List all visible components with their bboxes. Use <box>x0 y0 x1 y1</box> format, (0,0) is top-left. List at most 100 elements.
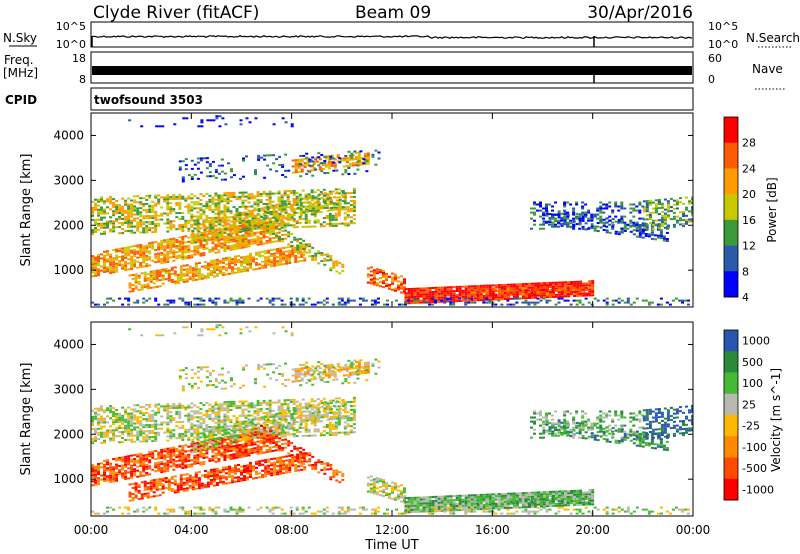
power-cell <box>572 227 576 230</box>
power-cell <box>146 279 150 282</box>
power-cell <box>672 211 676 214</box>
velocity-cell <box>124 428 128 431</box>
power-cell <box>313 221 317 224</box>
velocity-cell <box>247 406 251 409</box>
power-cell <box>292 214 296 217</box>
power-cell <box>232 240 236 243</box>
velocity-cell <box>94 473 97 476</box>
power-cell <box>256 203 260 206</box>
power-cell <box>277 198 281 201</box>
power-cell <box>145 246 149 249</box>
power-cell <box>290 245 294 248</box>
power-cell <box>276 250 280 253</box>
power-cell <box>521 289 525 292</box>
power-cell <box>154 261 158 264</box>
power-cell <box>112 224 116 227</box>
power-cell <box>540 284 543 287</box>
velocity-cell <box>244 408 248 411</box>
power-cell <box>179 275 183 278</box>
power-cell <box>214 212 218 215</box>
power-cell <box>136 266 140 269</box>
power-cell <box>231 262 234 265</box>
power-cell <box>103 262 106 265</box>
power-cell <box>642 208 646 211</box>
power-cell <box>242 217 246 220</box>
power-cell <box>497 288 501 291</box>
power-cell <box>352 202 356 204</box>
power-cell <box>410 287 414 290</box>
velocity-cell <box>121 433 125 435</box>
power-cell <box>539 287 543 290</box>
power-cell <box>602 211 606 214</box>
power-cell <box>259 201 263 204</box>
power-cell <box>335 270 339 273</box>
power-cell <box>231 260 234 263</box>
power-cell <box>260 156 264 159</box>
power-cell <box>157 246 161 249</box>
velocity-cell <box>283 401 287 404</box>
power-cell <box>237 259 240 262</box>
power-cell <box>160 243 164 246</box>
power-cell <box>299 155 303 157</box>
power-cell <box>94 229 97 231</box>
power-cell <box>382 274 385 276</box>
power-cell <box>319 223 323 226</box>
power-cell <box>212 261 216 264</box>
power-cell <box>121 222 125 224</box>
power-cell <box>193 163 197 166</box>
velocity-cell <box>151 415 155 418</box>
power-cell <box>482 289 486 292</box>
power-cell <box>175 202 179 204</box>
power-cell <box>214 243 218 246</box>
power-cell <box>224 269 228 272</box>
power-cell <box>112 210 116 213</box>
power-cell <box>632 207 636 210</box>
power-cell <box>261 254 265 257</box>
velocity-cell <box>130 434 134 437</box>
power-cell <box>651 207 655 210</box>
velocity-cell <box>199 402 203 405</box>
velocity-cell <box>178 416 182 419</box>
power-cell <box>682 219 685 222</box>
power-cell <box>548 219 552 222</box>
power-cell <box>291 255 295 258</box>
power-cell <box>187 254 191 257</box>
power-cell <box>253 232 257 235</box>
power-cell <box>563 217 567 220</box>
power-cell <box>139 248 143 250</box>
velocity-cell <box>310 408 314 411</box>
velocity-cell <box>148 426 152 428</box>
power-cell <box>425 301 429 304</box>
power-cell <box>221 267 225 270</box>
power-cell <box>688 210 691 213</box>
velocity-cell <box>349 425 353 428</box>
power-cell <box>350 156 354 159</box>
power-cell <box>305 210 309 213</box>
power-cell <box>452 286 456 289</box>
power-cell <box>428 299 432 302</box>
power-cell <box>280 218 284 221</box>
power-cell <box>317 164 321 167</box>
power-cell <box>97 212 100 215</box>
velocity-cell <box>139 430 143 433</box>
power-cell <box>338 157 342 160</box>
velocity-cell <box>160 421 164 424</box>
power-cell <box>275 236 279 239</box>
power-cell <box>434 301 438 304</box>
power-cell <box>531 292 534 295</box>
power-cell <box>287 200 291 203</box>
power-cell <box>151 241 155 244</box>
power-cell <box>130 255 134 258</box>
power-cell <box>332 262 336 265</box>
velocity-cell <box>139 406 143 409</box>
power-cell <box>311 164 315 167</box>
velocity-cell <box>166 413 170 416</box>
power-cell <box>136 225 140 228</box>
velocity-cell <box>346 431 350 434</box>
power-cell <box>209 227 213 230</box>
power-cell <box>131 284 135 286</box>
power-cell <box>208 171 212 174</box>
power-cell <box>357 157 361 160</box>
power-cell <box>184 257 188 260</box>
power-cell <box>328 190 332 193</box>
